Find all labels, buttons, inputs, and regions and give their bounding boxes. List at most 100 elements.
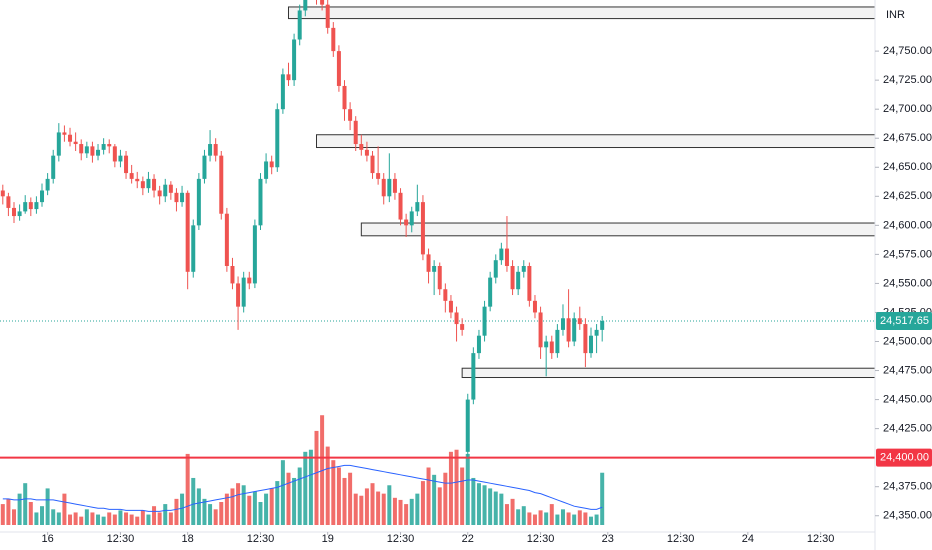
candle-body	[124, 155, 129, 174]
candle-body	[168, 184, 173, 193]
volume-bar	[583, 512, 588, 525]
candle-body	[555, 329, 560, 354]
volume-bar	[62, 493, 67, 525]
volume-bar	[437, 487, 442, 525]
volume-bar	[286, 472, 291, 525]
candle-body	[476, 335, 481, 354]
volume-bar	[499, 493, 504, 525]
volume-bar	[34, 512, 39, 525]
candle-body	[40, 190, 45, 203]
volume-bar	[392, 497, 397, 525]
volume-bar	[84, 509, 89, 525]
candle-body	[560, 318, 565, 330]
volume-bar	[398, 499, 403, 525]
volume-bar	[241, 485, 246, 525]
candle-body	[376, 173, 381, 179]
y-tick-label: 24,550.00	[883, 277, 932, 289]
volume-bar	[532, 514, 537, 525]
zone-rectangle	[461, 367, 875, 379]
candle-body	[420, 202, 425, 255]
volume-bar	[600, 472, 605, 525]
volume-bar	[364, 488, 369, 525]
volume-bar	[342, 477, 347, 525]
zone-rectangle	[287, 6, 875, 20]
volume-bar	[314, 430, 319, 525]
candle-body	[549, 341, 554, 354]
volume-bar	[471, 477, 476, 525]
volume-bar	[488, 488, 493, 525]
candle-body	[236, 283, 241, 307]
volume-bar	[124, 512, 129, 525]
volume-bar	[252, 491, 257, 525]
x-tick-label: 12:30	[387, 533, 415, 545]
candle-body	[174, 192, 179, 203]
volume-bar	[331, 460, 336, 525]
volume-bar	[96, 514, 101, 525]
candle-body	[387, 178, 392, 197]
candle-body	[118, 155, 123, 162]
y-tick-label: 24,675.00	[883, 132, 932, 144]
candle-body	[258, 178, 263, 226]
candle-body	[224, 213, 229, 266]
volume-bar	[202, 498, 207, 525]
volume-ma-line	[2, 464, 603, 512]
volume-bar	[146, 514, 151, 525]
volume-bar	[426, 467, 431, 525]
volume-bar	[51, 509, 56, 525]
price-label-bg	[876, 312, 932, 331]
candle-body	[62, 132, 67, 135]
volume-bar	[538, 510, 543, 525]
candle-body	[454, 312, 459, 325]
y-tick-label: 24,425.00	[883, 423, 932, 435]
volume-bar	[303, 451, 308, 525]
candle-body	[359, 144, 364, 150]
candle-body	[180, 192, 185, 203]
volume-bar	[348, 472, 353, 525]
volume-bar	[280, 460, 285, 525]
candle-body	[482, 306, 487, 336]
volume-bar	[359, 495, 364, 525]
volume-bar	[12, 509, 17, 525]
volume-bar	[415, 493, 420, 525]
candle-body	[241, 277, 246, 307]
volume-bar	[68, 514, 73, 525]
volume-bar	[476, 483, 481, 525]
volume-bar	[45, 488, 50, 525]
volume-bar	[118, 510, 123, 525]
volume-bar	[292, 477, 297, 525]
volume-bar	[0, 504, 5, 525]
volume-bar	[174, 498, 179, 525]
candle-body	[185, 192, 190, 272]
candle-body	[264, 161, 269, 179]
candle-body	[499, 248, 504, 261]
y-tick-label: 24,625.00	[883, 190, 932, 202]
y-tick-label: 24,725.00	[883, 74, 932, 86]
volume-bar	[594, 514, 599, 525]
candle-body	[6, 196, 11, 208]
candle-body	[219, 155, 224, 214]
volume-bar	[432, 474, 437, 525]
currency-label: INR	[886, 9, 905, 21]
x-tick-label: 16	[41, 533, 53, 545]
volume-bar	[79, 516, 84, 525]
candle-body	[230, 266, 235, 284]
y-tick-label: 24,450.00	[883, 393, 932, 405]
candle-body	[73, 141, 78, 145]
volume-bar	[588, 516, 593, 525]
candle-body	[538, 312, 543, 348]
candle-body	[152, 178, 157, 191]
candle-body	[432, 266, 437, 272]
volume-bar	[140, 510, 145, 525]
candle-body	[521, 266, 526, 272]
volume-bar	[275, 481, 280, 525]
volume-bar	[521, 506, 526, 525]
volume-bar	[6, 498, 11, 525]
volume-bar	[247, 495, 252, 525]
candle-body	[392, 178, 397, 193]
candle-body	[426, 254, 431, 272]
candle-body	[191, 225, 196, 272]
volume-bar	[152, 506, 157, 525]
candle-body	[583, 324, 588, 354]
volume-bar	[409, 498, 414, 525]
x-tick-label: 12:30	[667, 533, 695, 545]
